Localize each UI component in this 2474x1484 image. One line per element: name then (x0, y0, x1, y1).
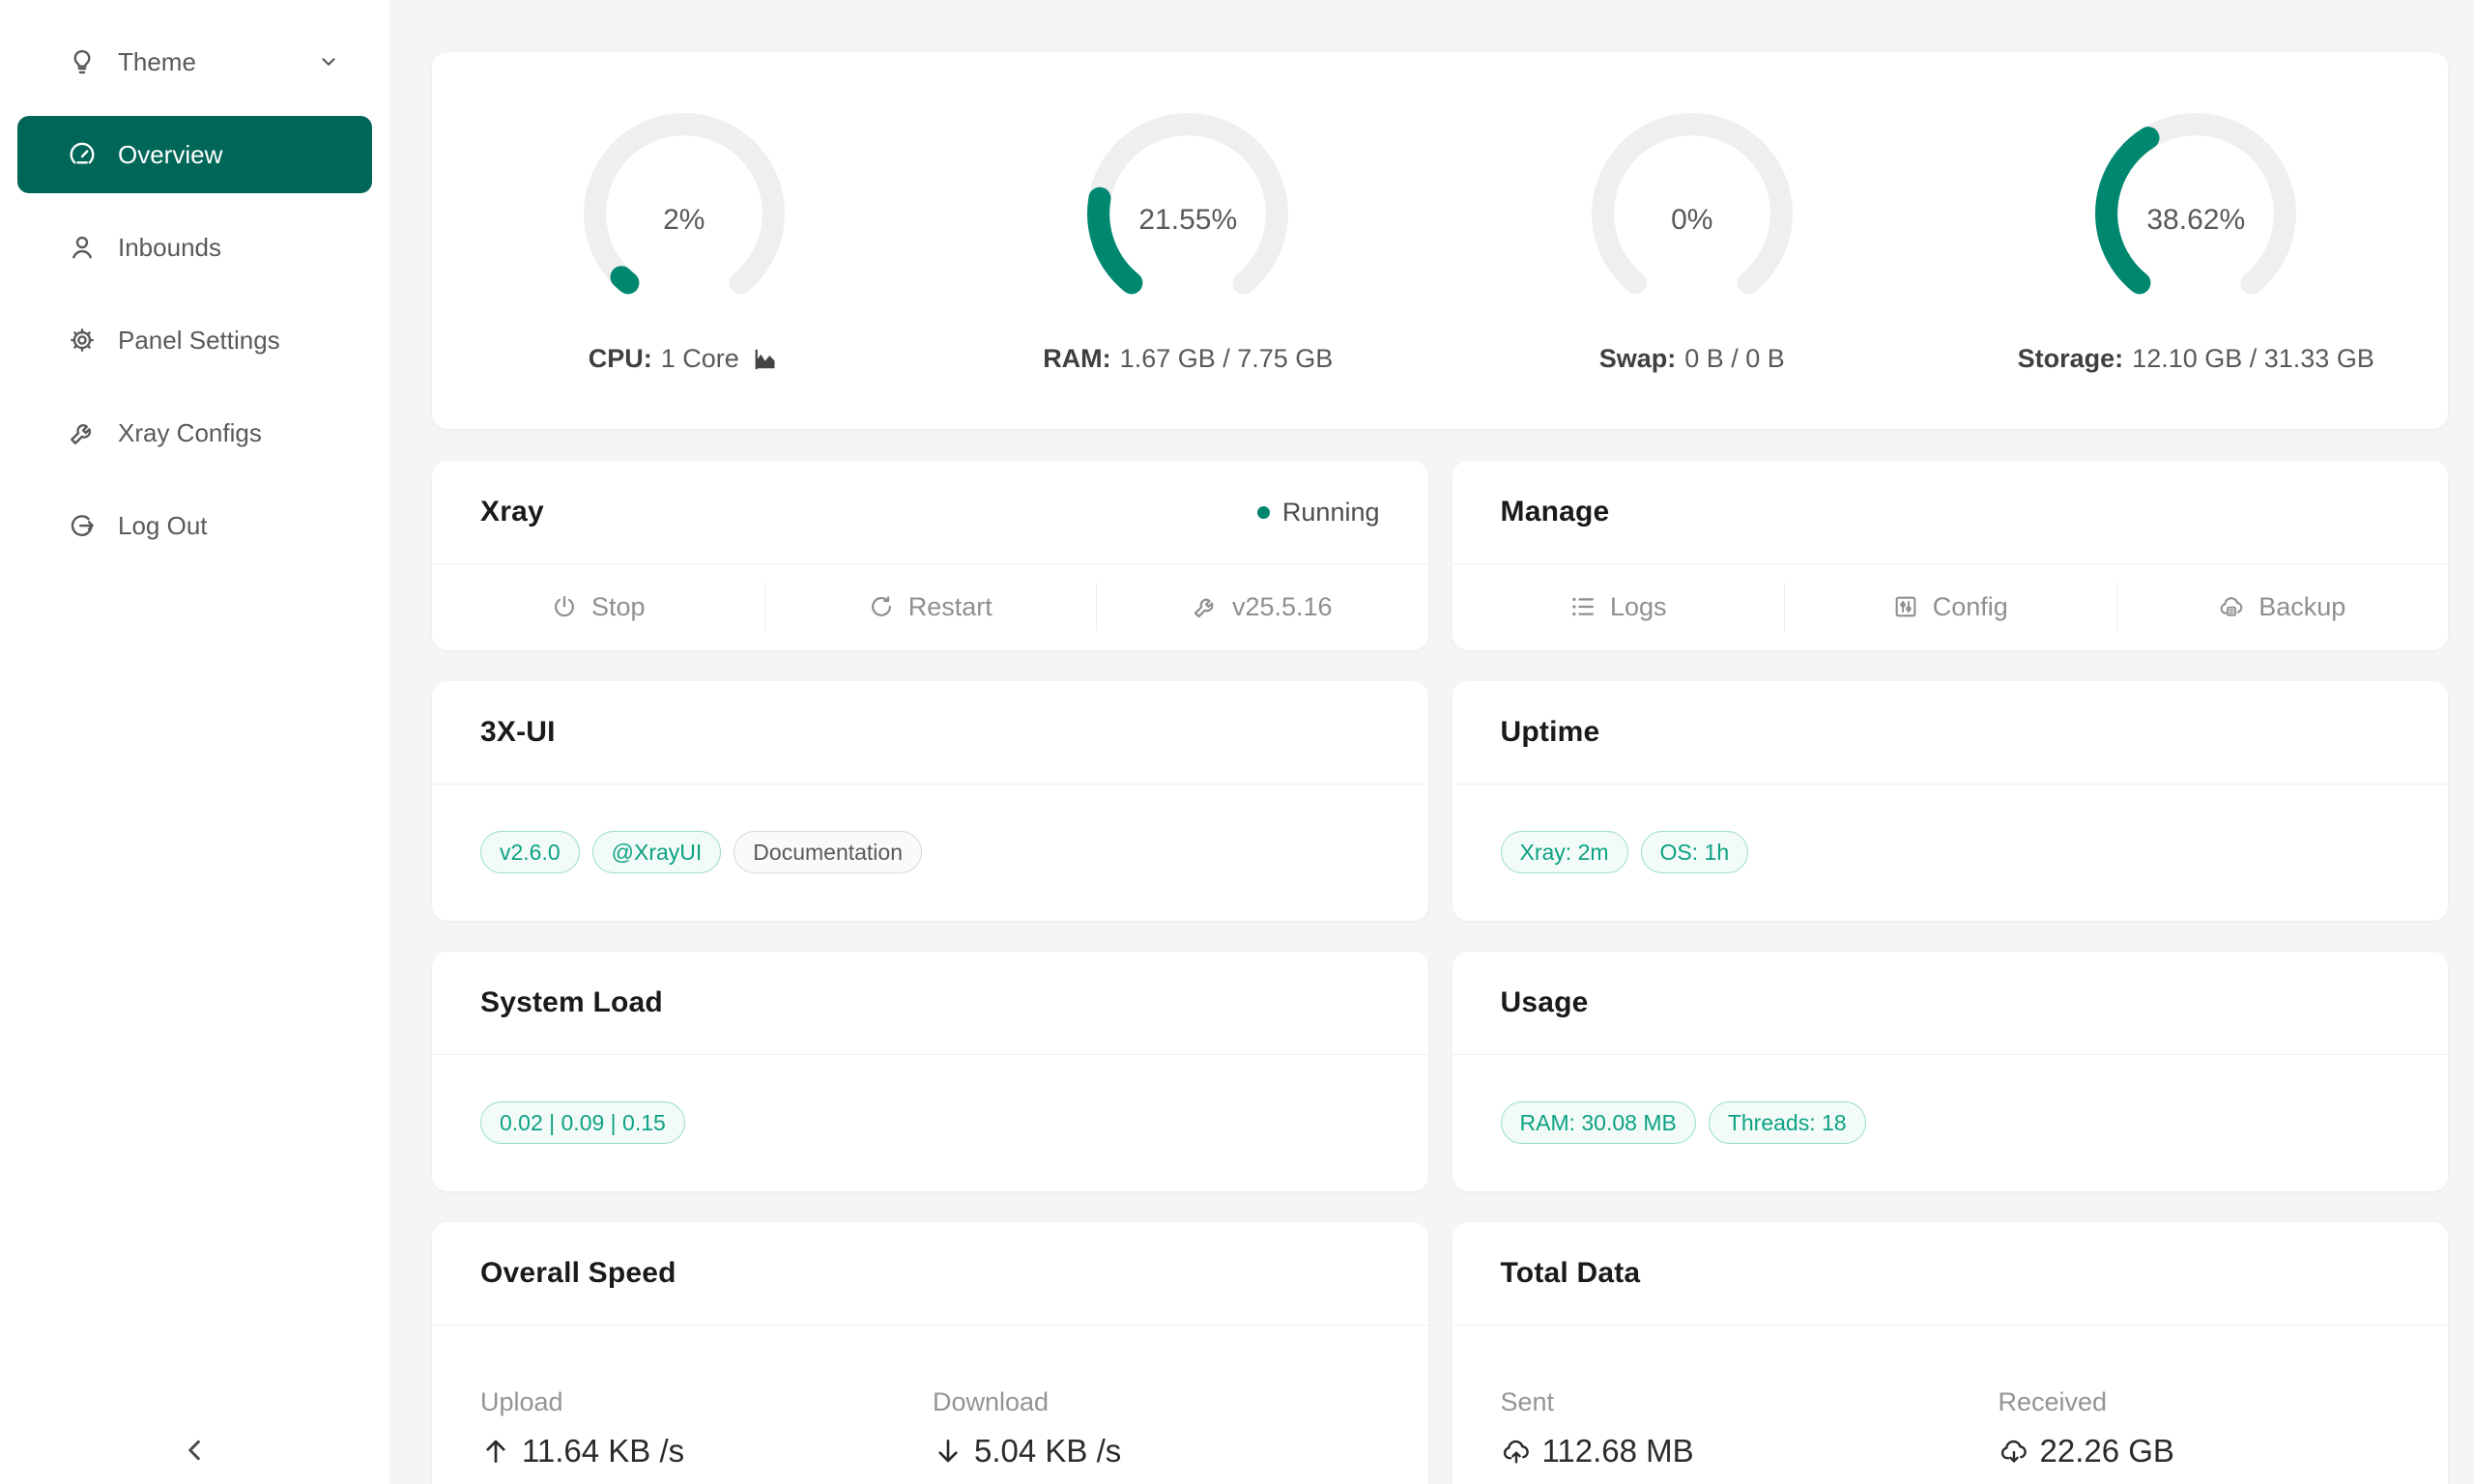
sliders-icon (1892, 593, 1919, 620)
system-gauges-card: 2% CPU: 1 Core 21.55% RAM: 1.67 GB / 7.7… (432, 52, 2448, 429)
wrench-icon (68, 418, 97, 447)
gear-icon (68, 326, 97, 355)
list-icon (1569, 593, 1597, 620)
storage-label: Storage: 12.10 GB / 31.33 GB (2017, 344, 2374, 373)
cpu-percent: 2% (663, 204, 705, 236)
arrow-up-icon (480, 1436, 511, 1467)
manage-card-title: Manage (1500, 496, 1610, 528)
download-stat: Download 5.04 KB /s (933, 1387, 1122, 1469)
cpu-label: CPU: 1 Core (589, 344, 780, 374)
load-average-tag: 0.02 | 0.09 | 0.15 (480, 1101, 685, 1144)
sidebar-item-label: Inbounds (118, 232, 221, 262)
user-icon (68, 233, 97, 262)
sidebar-item-theme[interactable]: Theme (17, 23, 372, 100)
sidebar-item-label: Log Out (118, 510, 208, 540)
reload-icon (868, 593, 895, 620)
total-data-card: Total Data Sent 112.68 MB Received 22.26… (1452, 1222, 2448, 1484)
overall-speed-card-title: Overall Speed (480, 1257, 676, 1289)
ram-usage-tag: RAM: 30.08 MB (1500, 1101, 1696, 1144)
sidebar-item-label: Theme (118, 46, 196, 76)
sidebar-item-label: Xray Configs (118, 417, 262, 447)
logs-button[interactable]: Logs (1453, 564, 1785, 649)
sidebar-item-panel-settings[interactable]: Panel Settings (17, 301, 372, 379)
version-tag[interactable]: v2.6.0 (480, 831, 580, 873)
storage-percent: 38.62% (2146, 204, 2246, 236)
system-load-card: System Load 0.02 | 0.09 | 0.15 (432, 952, 1428, 1191)
system-load-card-title: System Load (480, 986, 663, 1018)
overall-speed-card: Overall Speed Upload 11.64 KB /s Downloa… (432, 1222, 1428, 1484)
cloud-upload-icon (1501, 1436, 1532, 1467)
config-button[interactable]: Config (1784, 564, 2116, 649)
manage-card: Manage Logs Config Backup (1452, 461, 2449, 650)
arrow-down-icon (933, 1436, 964, 1467)
swap-gauge: 0% Swap: 0 B / 0 B (1440, 52, 1944, 429)
logout-icon (68, 511, 97, 540)
sidebar-item-overview[interactable]: Overview (17, 116, 372, 193)
received-stat: Received 22.26 GB (1998, 1387, 2174, 1469)
sidebar-item-inbounds[interactable]: Inbounds (17, 209, 372, 286)
chevron-left-icon (180, 1435, 211, 1470)
power-icon (551, 593, 578, 620)
telegram-tag[interactable]: @XrayUI (591, 831, 722, 873)
sidebar-item-label: Overview (118, 139, 223, 169)
swap-percent: 0% (1671, 204, 1713, 236)
status-label: Running (1281, 497, 1380, 527)
chevron-down-icon (318, 51, 339, 72)
storage-gauge: 38.62% Storage: 12.10 GB / 31.33 GB (1944, 52, 2449, 429)
sidebar: Theme Overview Inbounds Panel Settings X… (0, 0, 389, 1484)
ram-gauge: 21.55% RAM: 1.67 GB / 7.75 GB (936, 52, 1441, 429)
xray-uptime-tag: Xray: 2m (1500, 831, 1628, 873)
dashboard-icon (68, 140, 97, 169)
cloud-download-icon (1999, 1436, 2029, 1467)
xray-card-title: Xray (480, 496, 544, 528)
upload-stat: Upload 11.64 KB /s (480, 1387, 685, 1469)
xui-card-title: 3X-UI (480, 716, 556, 748)
sidebar-item-label: Panel Settings (118, 325, 280, 355)
lightbulb-icon (68, 47, 97, 76)
cpu-gauge: 2% CPU: 1 Core (432, 52, 936, 429)
ram-percent: 21.55% (1138, 204, 1238, 236)
uptime-card-title: Uptime (1500, 716, 1600, 748)
usage-card: Usage RAM: 30.08 MB Threads: 18 (1452, 952, 2448, 1191)
main-content: 2% CPU: 1 Core 21.55% RAM: 1.67 GB / 7.7… (389, 0, 2474, 1484)
sent-stat: Sent 112.68 MB (1500, 1387, 1694, 1469)
sidebar-menu: Theme Overview Inbounds Panel Settings X… (0, 0, 389, 564)
total-data-card-title: Total Data (1500, 1257, 1641, 1289)
uptime-card: Uptime Xray: 2m OS: 1h (1452, 681, 2448, 921)
xray-status: Running (1256, 497, 1380, 528)
sidebar-collapse-button[interactable] (0, 1435, 389, 1470)
swap-label: Swap: 0 B / 0 B (1598, 344, 1785, 373)
xray-version-button[interactable]: v25.5.16 (1096, 564, 1428, 649)
xray-restart-button[interactable]: Restart (764, 564, 1097, 649)
cloud-server-icon (2218, 593, 2245, 620)
usage-card-title: Usage (1500, 986, 1589, 1018)
wrench-icon (1192, 593, 1219, 620)
status-dot (1256, 505, 1270, 519)
threads-tag: Threads: 18 (1708, 1101, 1866, 1144)
backup-button[interactable]: Backup (2116, 564, 2449, 649)
os-uptime-tag: OS: 1h (1640, 831, 1749, 873)
ram-label: RAM: 1.67 GB / 7.75 GB (1043, 344, 1334, 373)
sidebar-item-log-out[interactable]: Log Out (17, 487, 372, 564)
xray-stop-button[interactable]: Stop (432, 564, 764, 649)
sidebar-item-xray-configs[interactable]: Xray Configs (17, 394, 372, 471)
xray-card: Xray Running Stop Restart v25.5.16 (432, 461, 1428, 650)
documentation-tag[interactable]: Documentation (734, 831, 922, 873)
xui-card: 3X-UI v2.6.0 @XrayUI Documentation (432, 681, 1428, 921)
area-chart-icon (751, 345, 780, 374)
